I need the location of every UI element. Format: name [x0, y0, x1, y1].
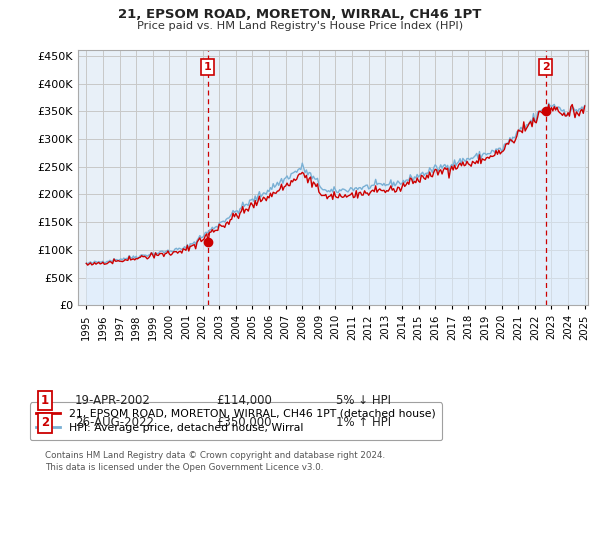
- Text: £114,000: £114,000: [216, 394, 272, 407]
- Text: 26-AUG-2022: 26-AUG-2022: [75, 416, 154, 430]
- Text: Contains HM Land Registry data © Crown copyright and database right 2024.
This d: Contains HM Land Registry data © Crown c…: [45, 451, 385, 472]
- Text: 1: 1: [41, 394, 49, 407]
- Text: 5% ↓ HPI: 5% ↓ HPI: [336, 394, 391, 407]
- Text: 2: 2: [41, 416, 49, 430]
- Text: 19-APR-2002: 19-APR-2002: [75, 394, 151, 407]
- Text: 21, EPSOM ROAD, MORETON, WIRRAL, CH46 1PT: 21, EPSOM ROAD, MORETON, WIRRAL, CH46 1P…: [118, 8, 482, 21]
- Text: Price paid vs. HM Land Registry's House Price Index (HPI): Price paid vs. HM Land Registry's House …: [137, 21, 463, 31]
- Legend: 21, EPSOM ROAD, MORETON, WIRRAL, CH46 1PT (detached house), HPI: Average price, : 21, EPSOM ROAD, MORETON, WIRRAL, CH46 1P…: [30, 402, 442, 440]
- Text: 1% ↑ HPI: 1% ↑ HPI: [336, 416, 391, 430]
- Text: £350,000: £350,000: [216, 416, 271, 430]
- Text: 1: 1: [204, 62, 211, 72]
- Text: 2: 2: [542, 62, 550, 72]
